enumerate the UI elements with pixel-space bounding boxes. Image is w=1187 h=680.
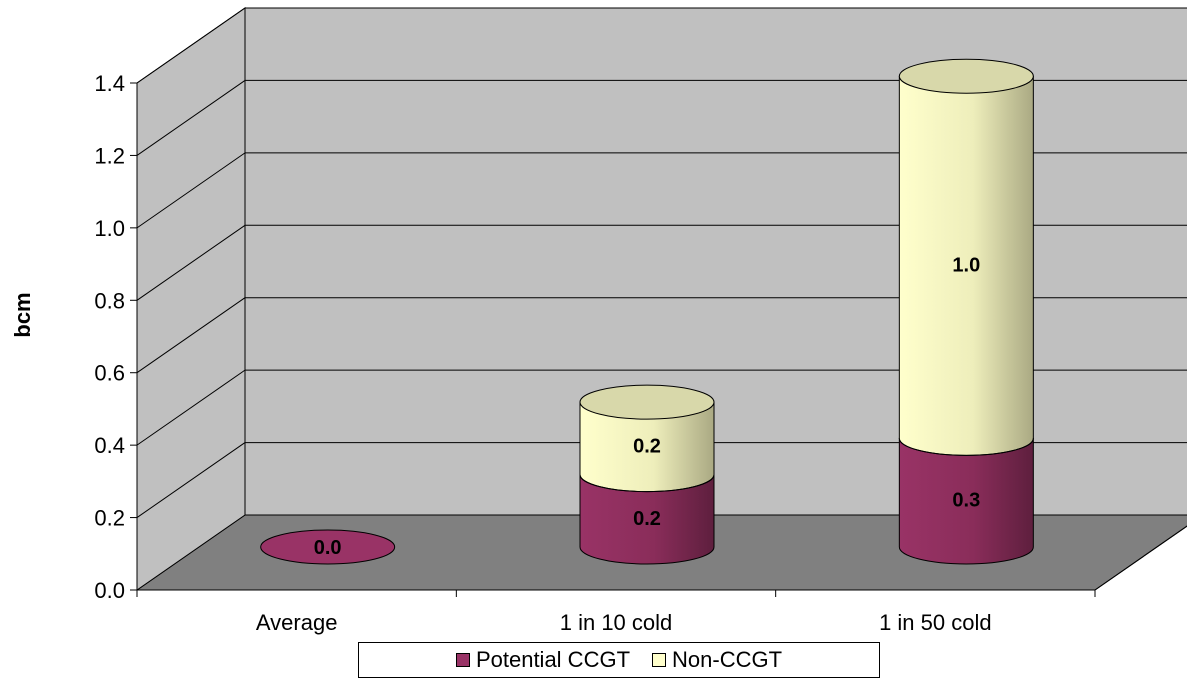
- y-tick-label: 0.0: [94, 578, 125, 603]
- legend: Potential CCGT Non-CCGT: [358, 642, 880, 678]
- gridline-side: [136, 224, 246, 301]
- bar-group-average: 0.0: [260, 529, 396, 565]
- gridline-side: [136, 152, 246, 229]
- legend-item-potential-ccgt: Potential CCGT: [455, 647, 631, 673]
- gridline-side: [136, 369, 246, 446]
- x-tick-label: 1 in 10 cold: [560, 610, 673, 635]
- y-tick-label: 0.8: [94, 288, 125, 313]
- legend-item-non-ccgt: Non-CCGT: [652, 647, 782, 673]
- chart-side-wall: [136, 7, 246, 591]
- segment-boundary: [898, 438, 1034, 456]
- gridline-side: [136, 80, 246, 156]
- bars: 0.0 0.2 0.2 0.3 1.0: [260, 58, 1034, 565]
- legend-swatch-non-ccgt: [652, 653, 667, 667]
- data-label: 0.2: [633, 435, 661, 457]
- bar-potential-ccgt: [579, 474, 715, 565]
- floor-right-edge: [1094, 525, 1187, 591]
- y-tick-label: 1.4: [94, 71, 125, 96]
- segment-boundary: [579, 474, 715, 493]
- y-axis-title: bcm: [10, 292, 35, 337]
- gridlines: [136, 7, 1187, 518]
- y-tick-label: 0.6: [94, 361, 125, 386]
- bar-top-cap: [579, 384, 715, 420]
- data-label: 0.2: [633, 508, 661, 530]
- bar-top-cap: [260, 529, 396, 565]
- bar-group-1-in-50-cold: 0.3 1.0: [898, 58, 1034, 565]
- legend-label-non-ccgt: Non-CCGT: [672, 647, 783, 672]
- x-tick-label: Average: [256, 610, 338, 635]
- y-tick-label: 1.2: [94, 143, 125, 168]
- bar-potential-ccgt: [898, 437, 1034, 565]
- x-axis: Average 1 in 10 cold 1 in 50 cold: [136, 525, 1187, 635]
- gridline-side: [136, 7, 246, 84]
- chart-back-wall: [244, 7, 1187, 516]
- x-tick-label: 1 in 50 cold: [879, 610, 992, 635]
- data-label: 1.0: [952, 254, 980, 276]
- gridline-side: [136, 297, 246, 374]
- data-label: 0.3: [952, 490, 980, 512]
- bar-group-1-in-10-cold: 0.2 0.2: [579, 384, 715, 565]
- legend-swatch-potential-ccgt: [455, 653, 470, 667]
- data-label: 0.0: [314, 537, 342, 559]
- y-tick-label: 0.4: [94, 433, 125, 458]
- y-tick-label: 0.2: [94, 506, 125, 531]
- y-axis: 0.0 0.2 0.4 0.6 0.8 1.0 1.2 1.4: [94, 71, 138, 603]
- legend-label-potential-ccgt: Potential CCGT: [475, 647, 631, 672]
- gridline-side: [136, 442, 246, 518]
- y-tick-label: 1.0: [94, 216, 125, 241]
- bar-top-cap: [898, 58, 1034, 94]
